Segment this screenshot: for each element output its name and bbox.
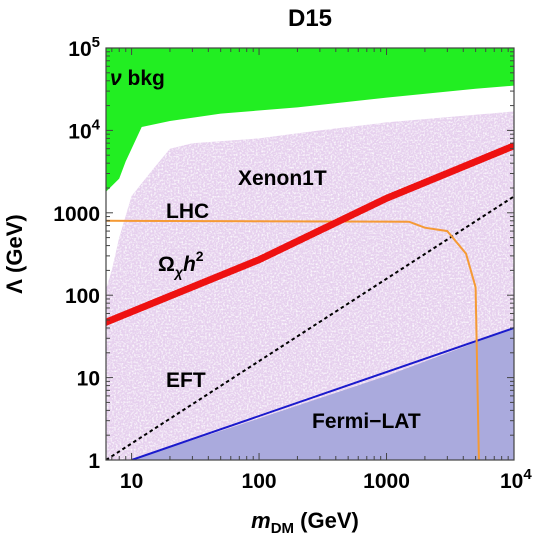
y-axis: 1 10 100 1000 104 105 bbox=[53, 34, 514, 473]
y-tick-label: 1 bbox=[88, 450, 100, 473]
x-axis-label-unit: (GeV) bbox=[294, 508, 359, 533]
x-axis-label: mDM (GeV) bbox=[251, 508, 359, 537]
fermi-lat-boundary-line bbox=[131, 327, 514, 460]
x-tick-label: 100 bbox=[242, 470, 277, 493]
relic-density-band bbox=[106, 142, 514, 326]
y-tick-label: 104 bbox=[68, 116, 100, 143]
chart-title: D15 bbox=[288, 5, 332, 32]
nu-symbol: ν bbox=[110, 67, 122, 90]
fermi-lat-excluded-region bbox=[131, 328, 514, 460]
x-axis-label-symbol: m bbox=[251, 508, 271, 533]
chi-subscript: χ bbox=[173, 264, 184, 280]
omega-symbol: Ω bbox=[158, 253, 175, 276]
x-tick-label: 1000 bbox=[363, 470, 410, 493]
y-tick-label: 100 bbox=[65, 285, 100, 308]
y-axis-label: Λ (GeV) bbox=[2, 214, 27, 293]
lhc-limit-line bbox=[106, 219, 480, 460]
x-tick-label: 10 bbox=[120, 470, 143, 493]
annotation-nu-bkg: ν bkg bbox=[110, 67, 165, 90]
h-superscript: 2 bbox=[196, 248, 204, 264]
annotation-lhc: LHC bbox=[166, 200, 209, 223]
nu-bkg-label: bkg bbox=[122, 67, 165, 90]
plot-frame bbox=[105, 47, 515, 461]
eft-validity-line bbox=[106, 195, 514, 460]
neutrino-background-region bbox=[106, 48, 514, 192]
annotation-eft: EFT bbox=[166, 369, 206, 392]
x-tick-label: 104 bbox=[500, 466, 532, 493]
annotation-relic-density: Ωχh2 bbox=[158, 248, 204, 280]
y-tick-label: 105 bbox=[68, 34, 100, 61]
annotation-xenon1t: Xenon1T bbox=[238, 167, 327, 190]
annotation-fermi-lat: Fermi−LAT bbox=[312, 410, 421, 433]
x-axis: 10 100 1000 104 bbox=[111, 48, 532, 493]
h-symbol: h bbox=[183, 253, 196, 276]
x-axis-label-subscript: DM bbox=[271, 520, 294, 537]
y-tick-label: 1000 bbox=[53, 203, 100, 226]
y-tick-label: 10 bbox=[77, 368, 100, 391]
